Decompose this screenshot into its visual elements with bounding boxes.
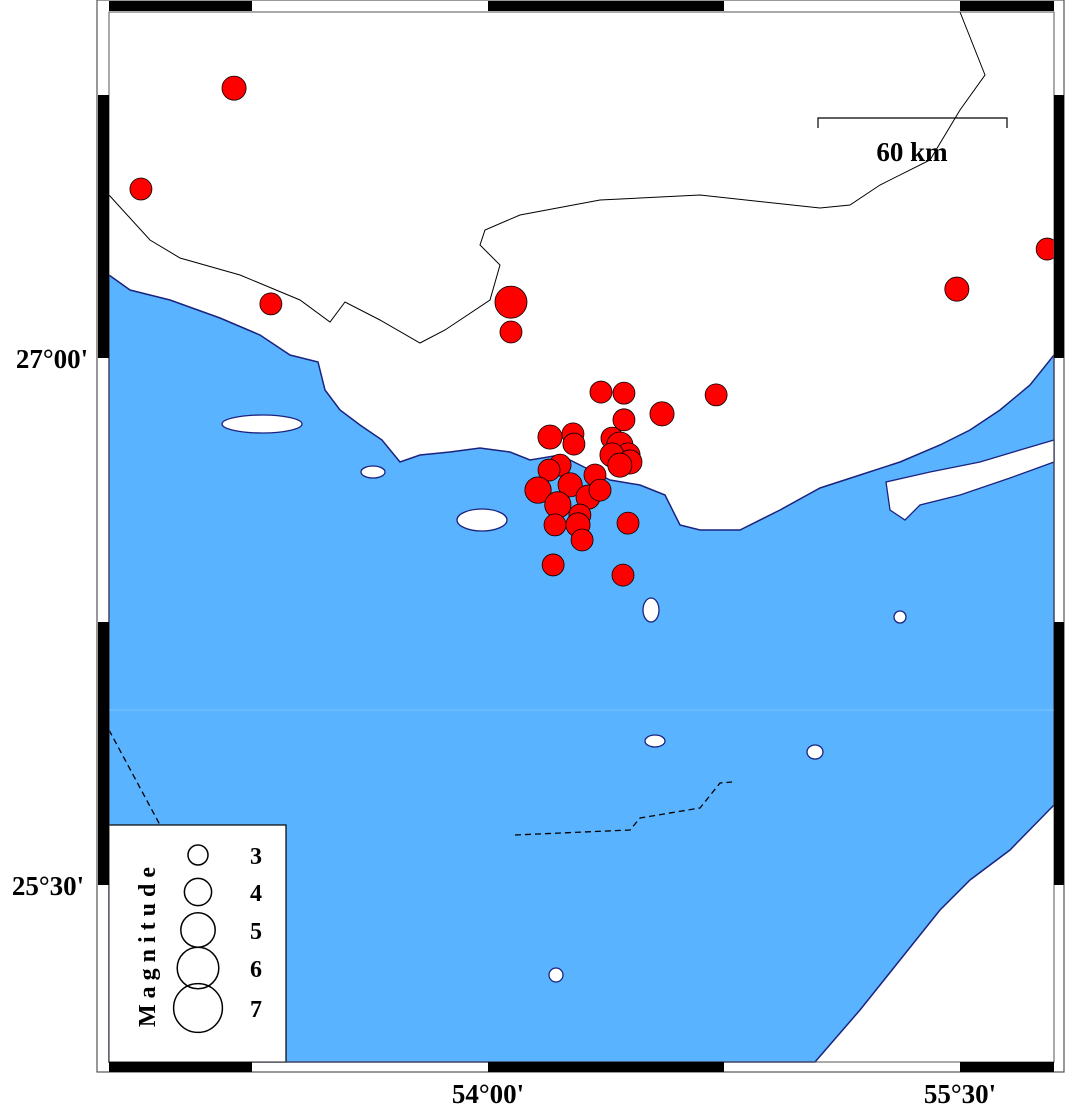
island	[456, 508, 508, 532]
earthquake-events	[129, 75, 1059, 587]
maritime-boundary	[514, 781, 733, 836]
legend: Magnitude 3 4 5 6 7	[108, 824, 287, 1063]
island	[548, 967, 564, 983]
earthquake-event	[499, 320, 523, 344]
earthquake-event	[944, 276, 970, 302]
frame-tick	[488, 1062, 724, 1072]
earthquake-event	[537, 424, 563, 450]
frame-tick	[488, 1, 724, 11]
earthquake-event	[607, 452, 633, 478]
earthquake-event	[524, 476, 552, 504]
island	[221, 414, 303, 434]
legend-symbol	[187, 844, 209, 866]
scale-bar-line	[817, 117, 1008, 128]
lat-label-27-00: 27°00'	[16, 344, 88, 374]
island	[642, 597, 660, 623]
legend-symbol	[172, 982, 224, 1034]
earthquake-event	[570, 528, 594, 552]
earthquake-event	[259, 292, 283, 316]
earthquake-event	[541, 553, 565, 577]
earthquake-event	[129, 177, 153, 201]
earthquake-event	[221, 75, 247, 101]
sea	[108, 273, 1055, 1063]
lat-label-25-30: 25°30'	[12, 871, 84, 901]
lon-label-54-00: 54°00'	[452, 1079, 524, 1109]
earthquake-event	[562, 432, 586, 456]
earthquake-event	[612, 408, 636, 432]
legend-label: 7	[250, 997, 262, 1023]
legend-symbol	[183, 877, 213, 907]
island	[360, 465, 386, 479]
earthquake-event	[616, 511, 640, 535]
earthquake-event	[589, 380, 613, 404]
earthquake-event	[704, 383, 728, 407]
earthquake-event	[543, 513, 567, 537]
frame-tick	[960, 1, 1054, 11]
frame-tick	[98, 95, 109, 358]
earthquake-event	[557, 472, 583, 498]
earthquake-event	[611, 563, 635, 587]
scale-bar: 60 km	[817, 117, 1008, 167]
map-frame	[96, 0, 1065, 1073]
map-area: 60 km Magnitude 3 4 5 6 7	[108, 11, 1059, 1063]
earthquake-event	[588, 478, 612, 502]
island	[893, 610, 907, 624]
legend-label: 5	[250, 919, 262, 945]
earthquake-event	[649, 401, 675, 427]
island	[644, 734, 666, 748]
frame-tick	[98, 622, 109, 885]
province-border	[108, 11, 986, 344]
legend-title: Magnitude	[135, 861, 161, 1027]
island-qeshm	[885, 439, 1055, 521]
earthquake-event	[537, 458, 561, 482]
legend-symbol	[176, 946, 220, 990]
frame-tick	[109, 1062, 252, 1072]
frame-tick	[1054, 95, 1064, 358]
lon-label-55-30: 55°30'	[924, 1079, 996, 1109]
scale-bar-label: 60 km	[876, 137, 948, 167]
legend-label: 6	[250, 957, 262, 983]
legend-label: 3	[250, 844, 262, 870]
island	[806, 744, 824, 760]
islands	[221, 414, 1055, 983]
earthquake-event	[612, 381, 636, 405]
earthquake-event	[494, 285, 528, 319]
legend-label: 4	[250, 881, 262, 907]
frame-tick	[109, 1, 252, 11]
frame-tick	[960, 1062, 1054, 1072]
frame-tick	[1054, 622, 1064, 885]
maritime-boundary	[108, 729, 161, 826]
